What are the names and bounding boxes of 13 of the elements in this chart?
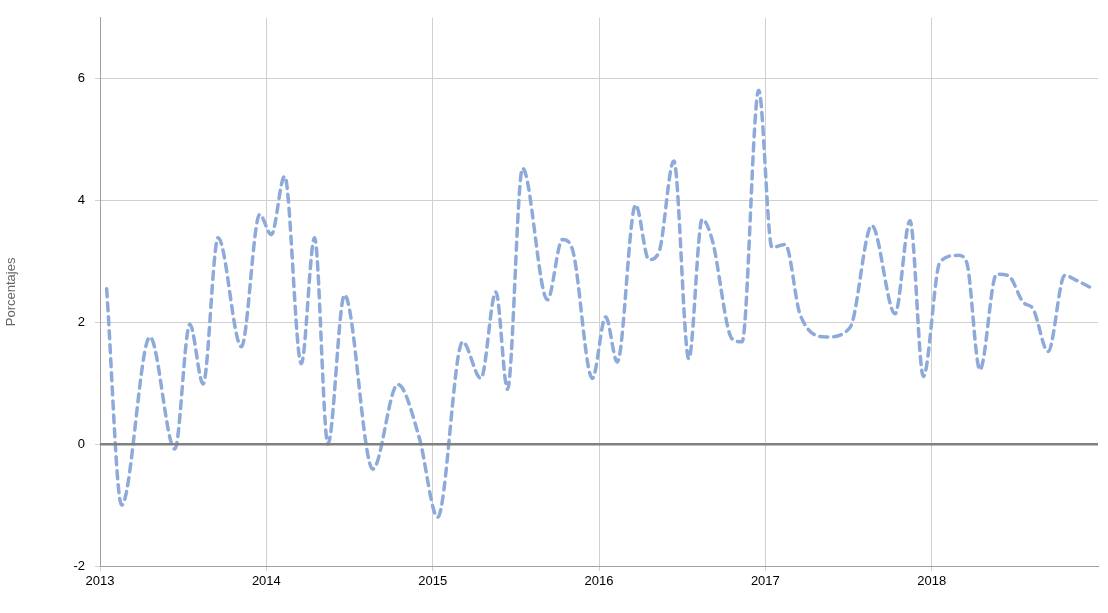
x-tick-label: 2014 [251,573,281,589]
y-tick-label: 0 [77,435,85,451]
y-tick-label: 6 [77,70,85,86]
x-tick-label: 2013 [85,573,115,589]
x-tick-label: 2015 [418,573,448,589]
y-tick-label: -2 [73,557,85,573]
x-tick-label: 2017 [750,573,780,589]
x-tick-label: 2018 [917,573,947,589]
x-tick-label: 2016 [584,573,614,589]
y-axis-title: Porcentajes [3,257,19,327]
y-tick-label: 2 [77,313,85,329]
y-tick-label: 4 [77,192,85,208]
line-series [104,88,1092,520]
